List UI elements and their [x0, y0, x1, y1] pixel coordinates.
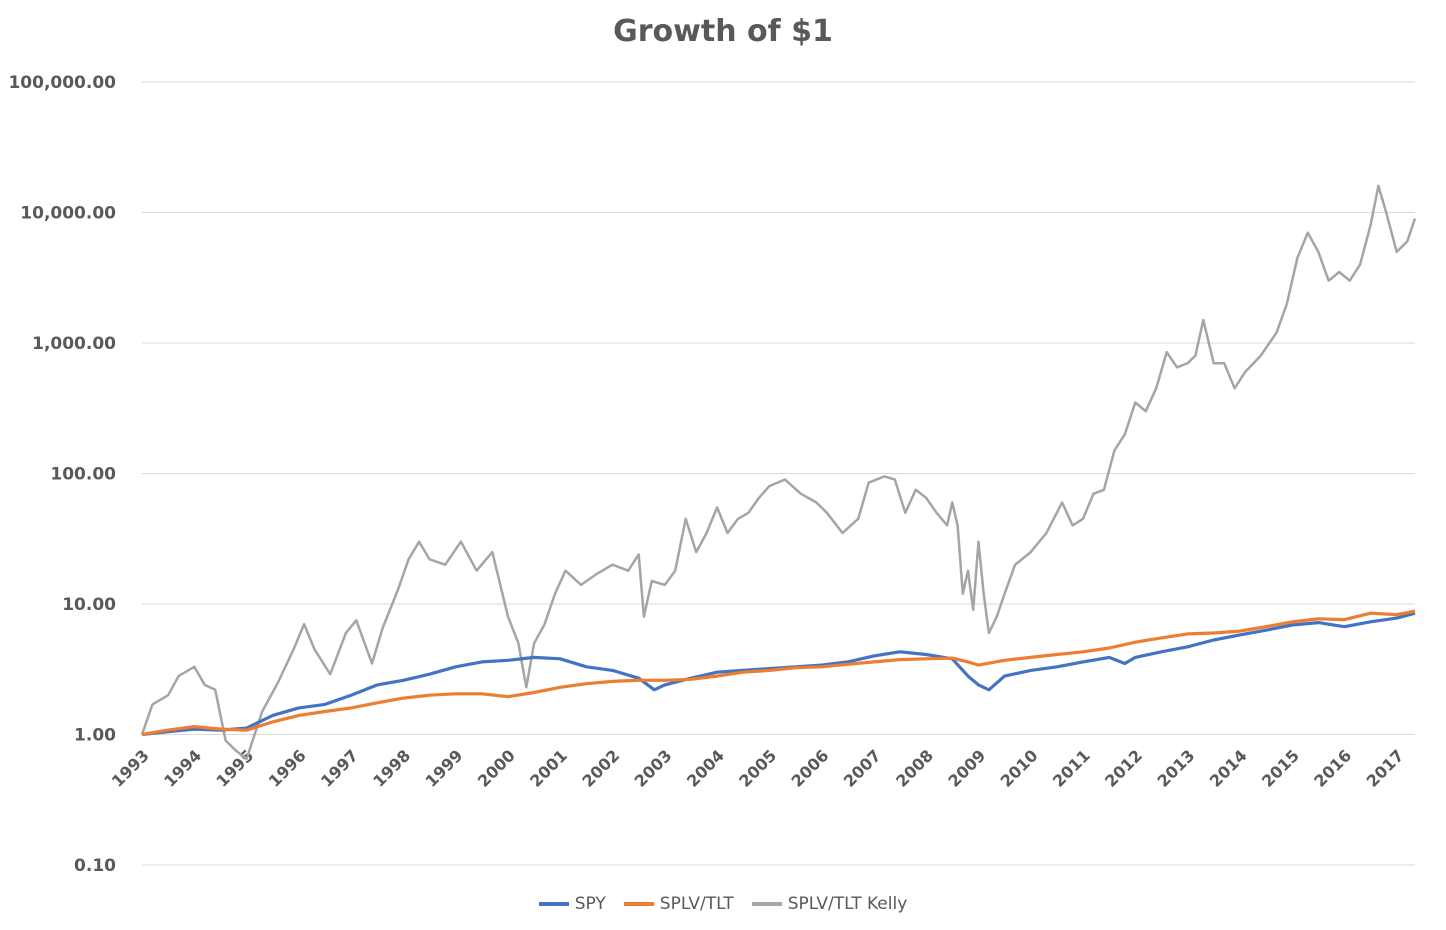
legend-swatch-splv-tlt-kelly	[751, 902, 782, 906]
x-tick-label: 2011	[1049, 746, 1094, 791]
x-tick-label: 2001	[526, 746, 571, 791]
x-tick-label: 2002	[578, 746, 623, 791]
y-tick-label: 10,000.00	[20, 204, 116, 224]
y-tick-label: 100.00	[50, 465, 116, 485]
legend-item-splv-tlt: SPLV/TLT	[623, 894, 734, 914]
legend-label-splv-tlt: SPLV/TLT	[659, 894, 734, 914]
x-tick-label: 1996	[265, 746, 310, 791]
legend-label-splv-tlt-kelly: SPLV/TLT Kelly	[787, 894, 908, 914]
legend: SPY SPLV/TLT SPLV/TLT Kelly	[0, 894, 1446, 914]
y-tick-label: 1,000.00	[32, 334, 116, 354]
x-tick-label: 2013	[1153, 746, 1198, 791]
x-tick-label: 2008	[892, 746, 937, 791]
y-tick-label: 1.00	[74, 726, 116, 746]
x-tick-label: 2016	[1310, 746, 1355, 791]
legend-item-splv-tlt-kelly: SPLV/TLT Kelly	[751, 894, 908, 914]
x-tick-label: 1993	[108, 746, 153, 791]
x-tick-label: 2004	[683, 746, 728, 791]
line-chart: 100,000.00 10,000.00 1,000.00 100.00 10.00 1.…	[8, 73, 1417, 876]
legend-label-spy: SPY	[574, 894, 606, 914]
x-tick-label: 2015	[1258, 746, 1303, 791]
legend-item-spy: SPY	[538, 894, 606, 914]
x-tick-label: 1999	[422, 746, 467, 791]
y-tick-label: 10.00	[62, 595, 116, 615]
chart-title: Growth of $1	[613, 14, 833, 49]
series-line-splv-tlt-kelly	[140, 184, 1417, 761]
y-tick-label: 100,000.00	[8, 73, 116, 93]
x-tick-label: 1997	[317, 746, 362, 791]
legend-swatch-spy	[538, 902, 569, 906]
x-tick-label: 1995	[212, 746, 257, 791]
legend-swatch-splv-tlt	[623, 902, 654, 906]
gridlines	[142, 81, 1415, 866]
series-line-splv-tlt	[141, 609, 1416, 737]
series-lines	[140, 184, 1417, 761]
x-tick-label: 1998	[369, 746, 414, 791]
y-axis-tick-labels: 100,000.00 10,000.00 1,000.00 100.00 10.00 1.…	[8, 73, 116, 876]
x-tick-label: 2003	[631, 746, 676, 791]
x-tick-label: 2010	[997, 746, 1042, 791]
x-tick-label: 2017	[1363, 746, 1408, 791]
x-tick-label: 1994	[160, 746, 205, 791]
x-tick-label: 2007	[840, 746, 885, 791]
y-tick-label: 0.10	[74, 856, 116, 876]
x-tick-label: 2014	[1206, 746, 1251, 791]
x-tick-label: 2009	[944, 746, 989, 791]
x-tick-label: 2000	[474, 746, 519, 791]
x-tick-label: 2012	[1101, 746, 1146, 791]
x-tick-label: 2006	[788, 746, 833, 791]
x-axis-tick-labels: 1993 1994 1995 1996 1997 1998 1999 2000 2001 2002…	[108, 746, 1408, 791]
x-tick-label: 2005	[735, 746, 780, 791]
